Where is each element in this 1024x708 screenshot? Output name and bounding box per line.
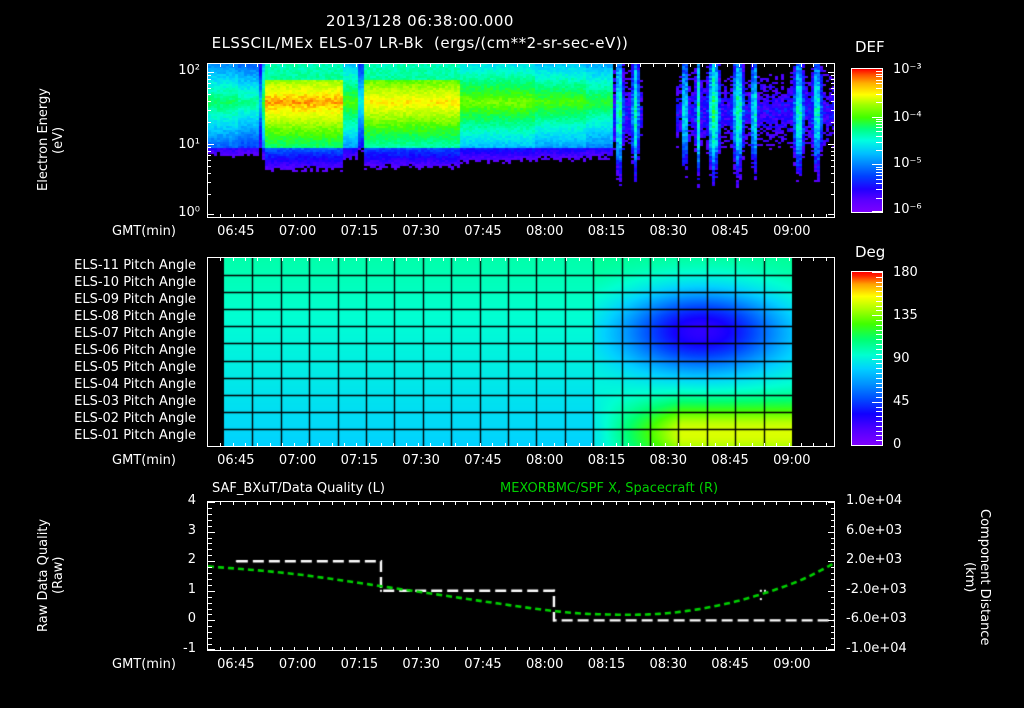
electron-energy-axis-label: Electron Energy (eV): [36, 88, 66, 192]
deg-tick-135: 135: [893, 308, 918, 323]
deg-tick-180: 180: [893, 265, 918, 280]
pitch-angle-row-label-10: ELS-10 Pitch Angle: [74, 274, 196, 290]
def-tick-1e-3: 10⁻³: [893, 62, 922, 77]
time-tick-0815: 08:15: [587, 224, 626, 239]
time-tick-0730: 07:30: [402, 657, 440, 672]
component-distance-axis-label: Component Distance (km): [962, 508, 992, 646]
def-tick-1e-4: 10⁻⁴: [893, 110, 922, 125]
time-tick-0715: 07:15: [340, 224, 379, 239]
data-quality-panel[interactable]: [207, 501, 835, 651]
component-distance-tick-labels: 1.0e+04 6.0e+03 2.0e+03 -2.0e+03 -6.0e+03 -1.…: [840, 493, 950, 656]
pitch-angle-row-label-2: ELS-02 Pitch Angle: [74, 411, 196, 427]
pitch-angle-row-label-8: ELS-08 Pitch Angle: [74, 308, 196, 324]
pitch-angle-row-labels: ELS-11 Pitch Angle ELS-10 Pitch Angle ELS-…: [40, 257, 200, 445]
energy-tick-1e2: 10²: [178, 63, 200, 78]
page-title: 2013/128 06:38:00.000: [326, 12, 514, 30]
def-colorbar-title: DEF: [855, 38, 885, 56]
pitch-angle-row-label-11: ELS-11 Pitch Angle: [74, 257, 196, 273]
component-distance-tick-0: 1.0e+04: [846, 493, 903, 508]
time-tick-0745: 07:45: [464, 453, 502, 468]
gmt-axis-label-1: GMT(min): [112, 224, 176, 239]
deg-tick-90: 90: [893, 351, 910, 366]
pitch-angle-row-label-1: ELS-01 Pitch Angle: [74, 428, 196, 444]
time-tick-0645: 06:45: [217, 453, 255, 468]
deg-colorbar-title: Deg: [855, 243, 886, 261]
raw-quality-tick--1: -1: [183, 641, 196, 656]
time-tick-0845: 08:45: [711, 224, 749, 239]
pitch-angle-row-label-4: ELS-04 Pitch Angle: [74, 377, 196, 393]
time-tick-0830: 08:30: [649, 657, 687, 672]
component-distance-tick-2: 2.0e+03: [846, 552, 903, 568]
raw-quality-tick-0: 0: [187, 611, 196, 627]
time-tick-0830: 08:30: [649, 453, 687, 468]
time-tick-0845: 08:45: [711, 453, 749, 468]
time-tick-0745: 07:45: [464, 224, 502, 239]
time-tick-0815: 08:15: [587, 453, 626, 468]
gmt-axis-label-2: GMT(min): [112, 453, 176, 468]
electron-spectrogram-panel[interactable]: [207, 63, 835, 218]
def-colorbar: [851, 68, 883, 213]
time-tick-0715: 07:15: [340, 657, 379, 672]
time-tick-0830: 08:30: [649, 224, 687, 239]
time-tick-0700: 07:00: [278, 224, 317, 239]
pitch-angle-row-label-9: ELS-09 Pitch Angle: [74, 291, 196, 307]
raw-data-quality-tick-labels: 4 3 2 1 0 -1: [160, 493, 202, 656]
time-tick-labels-3: 06:45 07:00 07:15 07:30 07:45 08:00 08:15 08:30…: [207, 657, 833, 675]
time-tick-0715: 07:15: [340, 453, 379, 468]
time-tick-0815: 08:15: [587, 657, 626, 672]
time-tick-0900: 09:00: [773, 657, 811, 672]
raw-data-quality-axis-label: Raw Data Quality (Raw): [36, 518, 66, 633]
time-tick-0745: 07:45: [464, 657, 502, 672]
time-tick-0800: 08:00: [525, 657, 564, 672]
deg-colorbar: [851, 271, 883, 446]
time-tick-0845: 08:45: [711, 657, 749, 672]
time-tick-0730: 07:30: [402, 453, 440, 468]
raw-quality-tick-3: 3: [187, 522, 196, 538]
energy-tick-1e1: 10¹: [178, 137, 200, 152]
def-tick-1e-5: 10⁻⁵: [893, 156, 922, 171]
deg-tick-45: 45: [893, 394, 910, 409]
time-tick-0900: 09:00: [773, 224, 811, 239]
page-subtitle: ELSSCIL/MEx ELS-07 LR-Bk (ergs/(cm**2-sr…: [211, 34, 629, 52]
def-colorbar-ticks: [851, 68, 883, 213]
pitch-angle-row-label-6: ELS-06 Pitch Angle: [74, 343, 196, 358]
pitch-angle-panel[interactable]: [207, 257, 835, 447]
time-tick-labels-2: 06:45 07:00 07:15 07:30 07:45 08:00 08:15 08:30…: [207, 453, 833, 471]
raw-quality-tick-1: 1: [187, 581, 196, 597]
time-tick-0800: 08:00: [525, 453, 564, 468]
time-tick-0700: 07:00: [278, 453, 317, 468]
data-quality-left-title: SAF_BXuT/Data Quality (L): [212, 481, 385, 496]
deg-tick-0: 0: [893, 437, 902, 452]
time-tick-0800: 08:00: [525, 224, 564, 239]
deg-colorbar-ticks: [851, 271, 883, 446]
time-tick-0645: 06:45: [217, 224, 255, 239]
time-tick-0645: 06:45: [217, 657, 255, 672]
component-distance-tick-3: -2.0e+03: [846, 581, 907, 597]
time-tick-0900: 09:00: [773, 453, 811, 468]
pitch-angle-row-label-7: ELS-07 Pitch Angle: [74, 325, 196, 341]
time-tick-labels-1: 06:45 07:00 07:15 07:30 07:45 08:00 08:15 08:30…: [207, 224, 833, 242]
component-distance-tick-1: 6.0e+03: [846, 522, 903, 538]
energy-tick-1e0: 10⁰: [178, 205, 200, 220]
data-quality-right-title: MEXORBMC/SPF X, Spacecraft (R): [500, 481, 719, 496]
gmt-axis-label-3: GMT(min): [112, 657, 176, 672]
time-tick-0700: 07:00: [278, 657, 317, 672]
raw-quality-tick-2: 2: [187, 552, 196, 568]
component-distance-tick-5: -1.0e+04: [846, 641, 907, 656]
time-tick-0730: 07:30: [402, 224, 440, 239]
raw-quality-tick-4: 4: [187, 493, 196, 508]
def-tick-1e-6: 10⁻⁶: [893, 202, 922, 217]
pitch-angle-row-label-3: ELS-03 Pitch Angle: [74, 394, 196, 410]
pitch-angle-row-label-5: ELS-05 Pitch Angle: [74, 360, 196, 376]
component-distance-tick-4: -6.0e+03: [846, 611, 907, 627]
